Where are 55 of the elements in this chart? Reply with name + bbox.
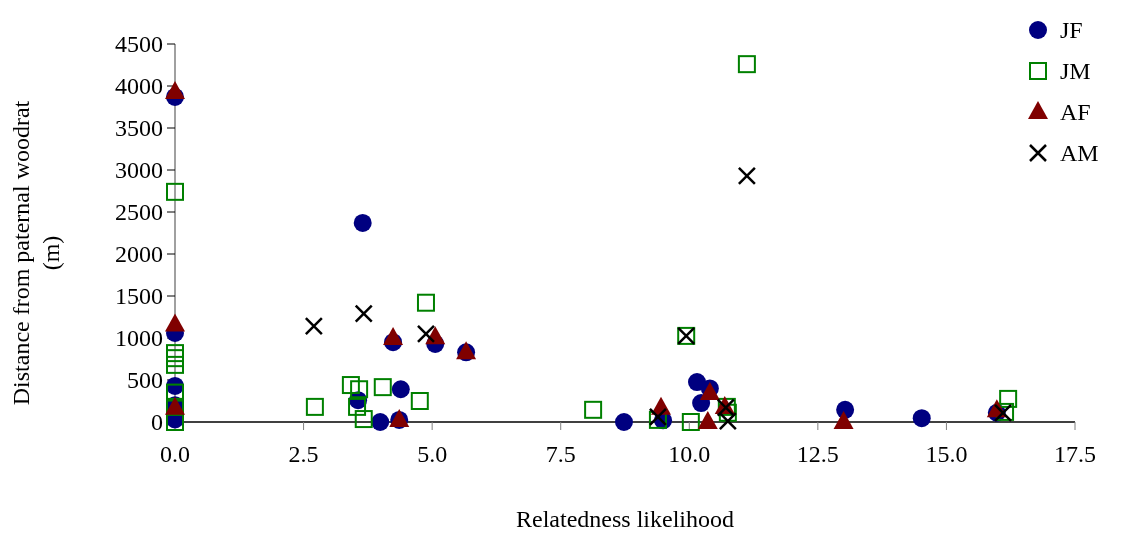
point	[166, 383, 184, 402]
y-tick-label: 2500	[115, 199, 163, 226]
point	[584, 400, 603, 419]
point	[166, 182, 184, 201]
point	[383, 327, 404, 345]
point	[353, 213, 372, 232]
x-tick-label: 10.0	[668, 441, 711, 467]
y-tick-label: 3000	[115, 157, 163, 184]
point	[373, 378, 392, 397]
x-tick-label: 5.0	[417, 441, 448, 467]
legend-label: AF	[1060, 99, 1091, 126]
x-tick-label: 0.0	[160, 441, 190, 467]
point	[348, 397, 367, 416]
x-tick-label: 2.5	[288, 441, 319, 467]
y-tick-label: 4500	[115, 31, 163, 58]
y-tick-label: 2000	[115, 241, 163, 268]
y-tick-label: 3500	[115, 115, 163, 142]
legend-label: JF	[1060, 17, 1083, 44]
point	[737, 166, 757, 186]
point	[416, 293, 435, 312]
point	[737, 55, 756, 74]
y-tick-label: 1500	[115, 283, 163, 310]
point	[718, 411, 738, 431]
point	[354, 410, 373, 429]
y-tick-label: 500	[127, 367, 163, 394]
point	[681, 413, 700, 431]
point	[697, 411, 718, 429]
x-tick-label: 15.0	[925, 441, 968, 467]
point	[341, 376, 360, 395]
y-tick-label: 0	[151, 409, 163, 436]
y-tick-label: 4000	[115, 73, 163, 100]
point	[350, 380, 369, 399]
point	[166, 344, 184, 363]
point	[165, 313, 185, 332]
legend-label: JM	[1060, 58, 1091, 85]
point	[425, 326, 446, 345]
point	[999, 389, 1018, 408]
x-tick-label: 17.5	[1054, 441, 1096, 467]
x-axis-title: Relatedness likelihood	[516, 506, 734, 532]
legend-label: AM	[1060, 140, 1099, 167]
point	[304, 316, 324, 336]
x-tick-label: 7.5	[545, 441, 576, 467]
point	[371, 413, 390, 431]
point	[833, 411, 854, 429]
point	[354, 304, 373, 323]
point	[166, 355, 184, 374]
x-tick-label: 12.5	[796, 441, 839, 467]
point	[912, 409, 931, 428]
point	[614, 413, 633, 431]
y-axis-title: Distance from paternal woodrat (m)	[8, 100, 64, 406]
point	[416, 324, 436, 344]
point	[391, 380, 410, 399]
point	[305, 397, 324, 416]
y-tick-label: 1000	[115, 325, 163, 352]
point	[410, 392, 429, 410]
